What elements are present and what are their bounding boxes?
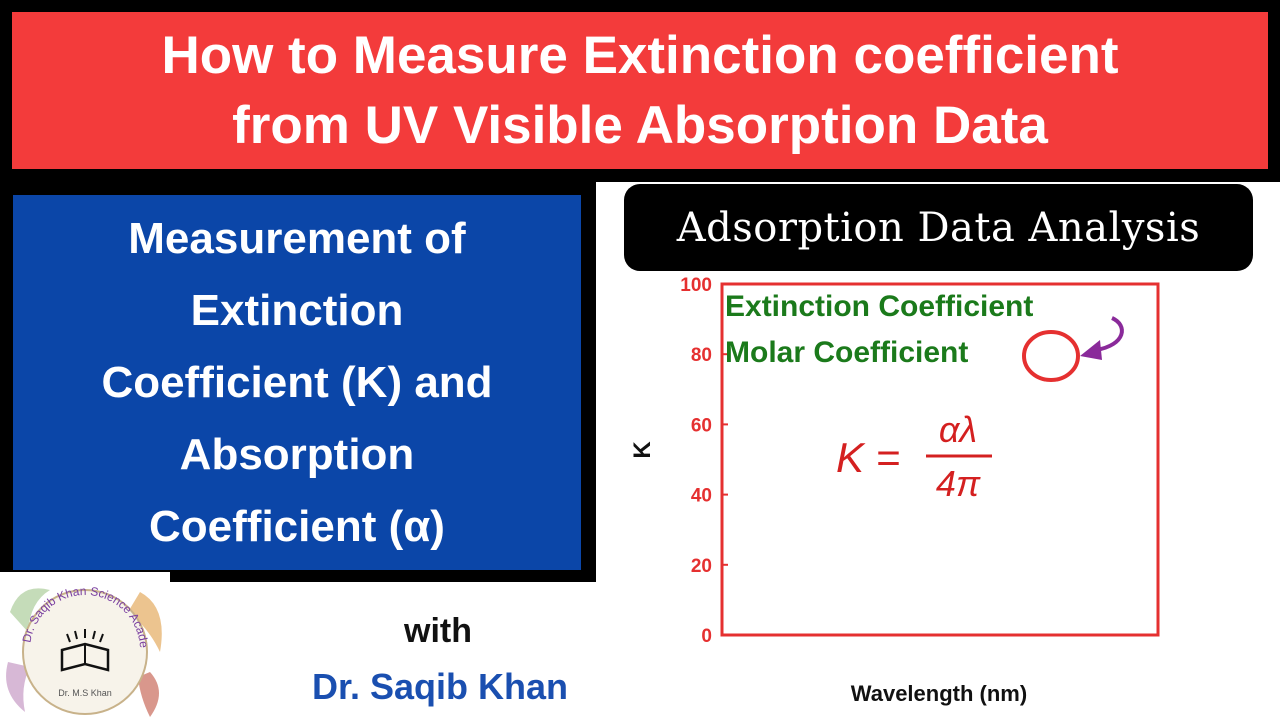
topic-line-3: Coefficient (K) and: [101, 357, 493, 407]
with-label: with: [404, 612, 472, 650]
topic-line-1: Measurement of: [128, 213, 466, 263]
topic-line-5: Coefficient (α): [149, 501, 445, 551]
topic-line-4: Absorption: [179, 429, 415, 479]
analysis-badge: Adsorption Data Analysis: [624, 184, 1253, 271]
logo-sub-text: Dr. M.S Khan: [58, 688, 112, 698]
topic-line-2: Extinction: [190, 285, 404, 335]
title-banner: How to Measure Extinction coefficient fr…: [12, 12, 1268, 169]
topic-box: Measurement of Extinction Coefficient (K…: [13, 195, 581, 570]
open-book-icon: [60, 629, 110, 672]
analysis-badge-label: Adsorption Data Analysis: [676, 204, 1201, 251]
presenter-name: Dr. Saqib Khan: [312, 666, 569, 707]
academy-logo: Dr. Saqib Khan Science Academy Dr. M.S K…: [0, 572, 170, 720]
title-line-1: How to Measure Extinction coefficient: [161, 25, 1119, 85]
title-line-2: from UV Visible Absorption Data: [232, 95, 1048, 155]
